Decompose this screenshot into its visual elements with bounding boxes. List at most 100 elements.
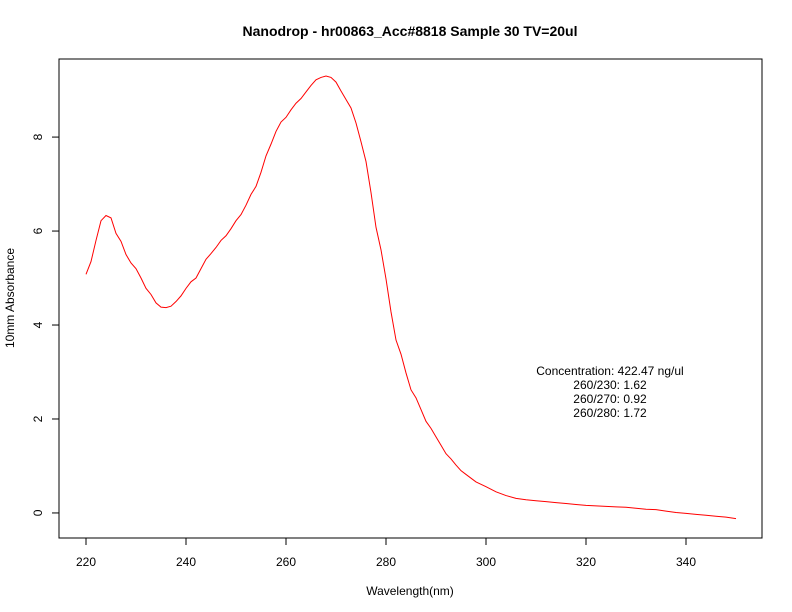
data-point [685,513,686,514]
x-tick-label: 260 [276,555,296,569]
data-point [295,103,296,104]
x-tick-label: 240 [176,555,196,569]
y-tick-label: 6 [31,227,45,234]
absorbance-series-line [85,75,737,520]
data-point [320,77,321,78]
data-point [450,458,451,459]
data-point [350,107,351,108]
data-point [725,517,726,518]
data-point [715,516,716,517]
data-point [480,484,481,485]
x-tick-label: 280 [376,555,396,569]
data-point [675,512,676,513]
data-point [390,311,391,312]
x-axis: 220 240 260 280 300 320 340 [76,537,696,569]
data-point [635,508,636,509]
data-point [360,141,361,142]
data-point [585,505,586,506]
data-point [325,75,326,76]
data-point [345,99,346,100]
data-point [505,495,506,496]
data-point [205,259,206,260]
data-point [330,77,331,78]
y-axis: 0 2 4 6 8 [31,133,60,516]
data-point [515,498,516,499]
data-point [280,121,281,122]
data-point [270,144,271,145]
data-point [430,428,431,429]
plot-frame [58,58,763,539]
data-point [575,504,576,505]
data-point [335,82,336,83]
data-point [240,214,241,215]
data-point [705,515,706,516]
data-point [565,503,566,504]
data-point [155,302,156,303]
data-point [300,98,301,99]
data-point [165,307,166,308]
data-point [375,227,376,228]
data-point [315,79,316,80]
data-point [735,518,736,519]
data-point [195,277,196,278]
data-point [130,262,131,263]
data-point [555,502,556,503]
data-point [535,500,536,501]
data-point [395,339,396,340]
data-point [655,509,656,510]
data-point [545,501,546,502]
data-point [495,491,496,492]
data-point [105,215,106,216]
data-point [405,372,406,373]
y-tick-label: 4 [31,321,45,328]
data-point [260,172,261,173]
data-point [185,288,186,289]
data-point [95,240,96,241]
x-tick-label: 340 [676,555,696,569]
data-point [605,506,606,507]
data-point [100,220,101,221]
data-point [210,253,211,254]
data-point [85,274,86,275]
data-point [455,464,456,465]
absorbance-series-points [85,75,736,519]
data-point [400,354,401,355]
data-point [140,277,141,278]
x-tick-label: 220 [76,555,96,569]
data-point [645,509,646,510]
data-point [485,486,486,487]
chart-title: Nanodrop - hr00863_Acc#8818 Sample 30 TV… [243,23,578,39]
data-point [435,436,436,437]
data-point [355,122,356,123]
data-point [275,131,276,132]
data-point [150,294,151,295]
data-point [265,155,266,156]
y-tick-label: 0 [31,509,45,516]
data-point [410,389,411,390]
x-tick-label: 300 [476,555,496,569]
data-point [225,235,226,236]
annotation-concentration: Concentration: 422.47 ng/ul [536,364,683,378]
data-point [125,254,126,255]
data-point [695,514,696,515]
data-point [230,228,231,229]
data-point [475,481,476,482]
data-point [215,247,216,248]
annotation-260-270: 260/270: 0.92 [573,392,647,406]
data-point [625,507,626,508]
data-point [180,295,181,296]
data-point [445,453,446,454]
data-point [595,505,596,506]
data-point [305,91,306,92]
data-point [115,233,116,234]
data-point [380,249,381,250]
data-point [135,268,136,269]
annotation-260-230: 260/230: 1.62 [573,378,647,392]
data-point [525,499,526,500]
data-point [460,470,461,471]
data-point [220,240,221,241]
data-point [415,397,416,398]
data-point [440,445,441,446]
data-point [385,278,386,279]
